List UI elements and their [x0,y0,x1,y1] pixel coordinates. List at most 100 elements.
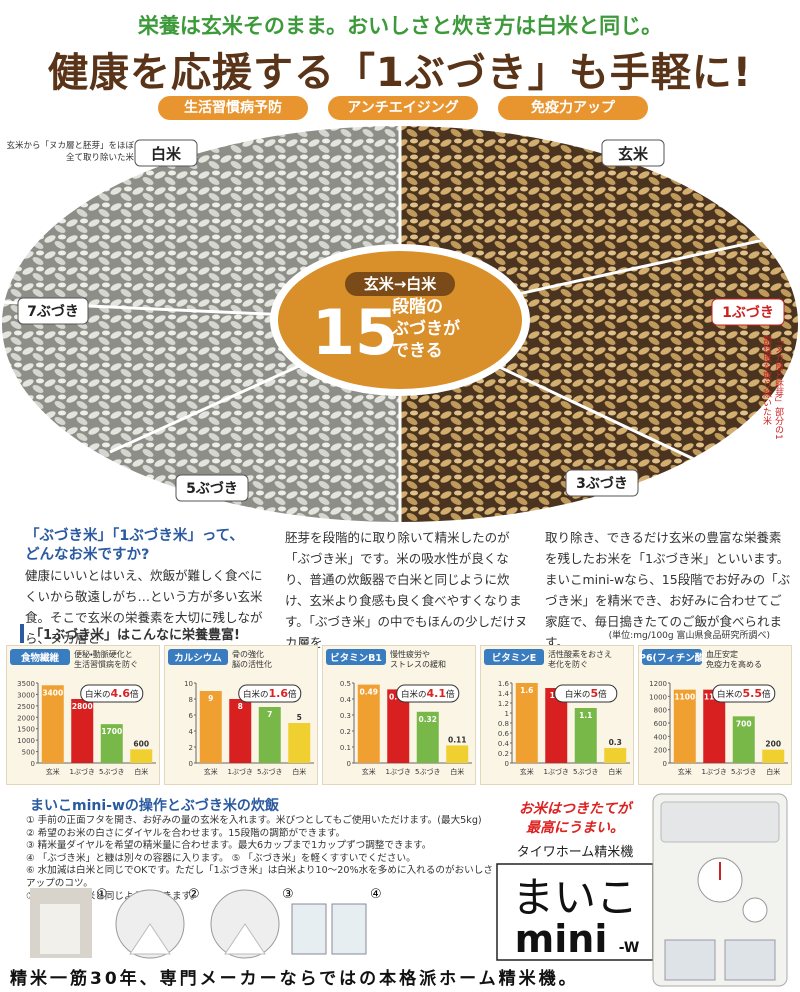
center-number: 15 [312,296,398,369]
tag: 生活習慣病予防 [158,96,308,120]
ratio-text: 白米の5.5倍 [717,687,771,700]
unit-note: (単位:mg/100g 富山県食品研究所調べ) [608,631,770,641]
y-tick-label: 0.4 [498,740,510,748]
chart-description: 骨の強化 [232,649,264,659]
product-model: mini [515,917,608,961]
y-tick-label: 600 [654,720,667,728]
rice-label: 7ぶづき [27,303,79,320]
value-label: 1.6 [520,686,533,695]
x-tick-label: 1ぶづき [228,767,253,776]
bar [574,708,597,763]
step: ③ 精米量ダイヤルを希望の精米量に合わせます。最大6カップまで1カップずつ調整で… [26,840,432,852]
bar [130,749,153,763]
ratio-callout [80,684,144,703]
y-tick-label: 0.6 [498,730,510,738]
bar [673,689,696,763]
x-tick-label: 白米 [450,767,464,776]
ratio-suffix: 倍 [130,689,139,700]
value-label: 200 [765,740,781,749]
rice-visual: 玄米→白米 15 段階の ぶづきが できる 白米 玄米 7ぶづき 1ぶづき 5ぶ… [2,126,798,522]
tag: 免疫力アップ [498,96,648,120]
value-label: 3400 [42,688,63,697]
ratio-prefix: 白米の [243,689,269,700]
chart-title: IP6(フィチン酸) [638,652,709,664]
chart-title: ビタミンE [492,652,537,664]
x-tick-label: 5ぶづき [99,767,124,776]
product-name: まいこ [512,873,638,922]
y-tick-label: 3000 [17,691,35,699]
x-tick-label: 白米 [292,767,306,776]
rice-label: 3ぶづき [576,475,628,492]
article-heading: 「ぶづき米」「1ぶづき米」って、 [25,528,244,544]
ratio-suffix: 倍 [762,689,771,700]
ratio-number: 4.6 [111,687,131,700]
bar [100,724,123,763]
bar [229,699,252,763]
y-tick-label: 4 [189,728,194,736]
ratio-number: 1.6 [269,687,289,700]
chart-title: カルシウム [174,653,222,664]
bar [604,748,627,763]
x-tick-label: 白米 [608,767,622,776]
article-heading: どんなお米ですか? [25,547,150,563]
bar [387,689,410,763]
ratio-callout [554,684,618,703]
x-tick-label: 1ぶづき [386,767,411,776]
chart-title-bg [326,649,386,665]
x-tick-label: 1ぶづき [70,767,95,776]
bar [703,689,726,763]
y-tick-label: 1.6 [498,680,510,688]
chart-title-bg [642,649,702,665]
value-label: 8 [238,702,243,711]
x-tick-label: 玄米 [46,767,60,776]
y-tick-label: 1000 [17,737,35,745]
x-tick-label: 玄米 [678,767,692,776]
catch-line: 最高にうまい。 [526,820,624,836]
photo-number: ② [188,887,200,902]
y-tick-label: 0 [663,760,667,768]
chart-title-bg [484,649,544,665]
ratio-callout [238,684,302,703]
y-tick-label: 0.3 [340,712,351,720]
brand-box: タイワホーム精米機 まいこ mini -W [496,845,654,961]
value-label: 9 [208,694,213,703]
y-tick-label: 1200 [649,680,667,688]
steps: ① 手前の正面フタを開き、お好みの量の玄米を入れます。米びつとしてもご使用いただ… [26,815,496,903]
subtitle: 栄養は玄米そのまま。おいしさと炊き方は白米と同じ。 [137,14,663,38]
chart-title-bg [10,649,70,665]
nutrition-heading: 「1ぶづき米」はこんなに栄養豊富! [20,624,240,643]
y-tick-label: 8 [189,696,193,704]
rice-label: 5ぶづき [186,480,238,497]
operation-photos: ① ② ③ ④ [30,887,382,959]
y-tick-label: 0.1 [340,744,351,752]
x-tick-label: 1ぶづき [702,767,727,776]
y-tick-label: 0.4 [340,696,352,704]
y-tick-label: 0 [31,760,35,768]
rice-label: 白米 [151,145,182,163]
chart-title: 食物繊維 [20,652,60,664]
bar [416,711,439,763]
maker: タイワホーム精米機 [517,845,634,860]
bar [762,749,785,763]
rice-label: 1ぶづき [722,304,774,321]
chart-title: ビタミンB1 [330,652,382,664]
bar [71,699,94,763]
y-tick-label: 0.2 [340,728,351,736]
photo-number: ① [96,887,108,902]
product-machine [652,793,788,987]
footer: 精米一筋30年、専門メーカーならではの本格派ホーム精米機。 [10,969,579,989]
bar [288,723,311,763]
y-tick-label: 500 [22,749,35,757]
paragraph: 取り除き、できるだけ玄米の豊富な栄養素を残したお米を「1ぶづき米」といいます。ま… [545,530,791,650]
bar [515,683,538,763]
paragraph: 健康にいいとはいえ、炊飯が難しく食べにくいから敬遠しがち…という方が多い玄米食。… [25,568,263,646]
ratio-number: 5.5 [743,687,763,700]
ratio-prefix: 白米の [401,689,427,700]
y-tick-label: 400 [654,733,667,741]
chart-description: 慢性疲労や [390,649,430,659]
ratio-text: 白米の1.6倍 [243,687,297,700]
